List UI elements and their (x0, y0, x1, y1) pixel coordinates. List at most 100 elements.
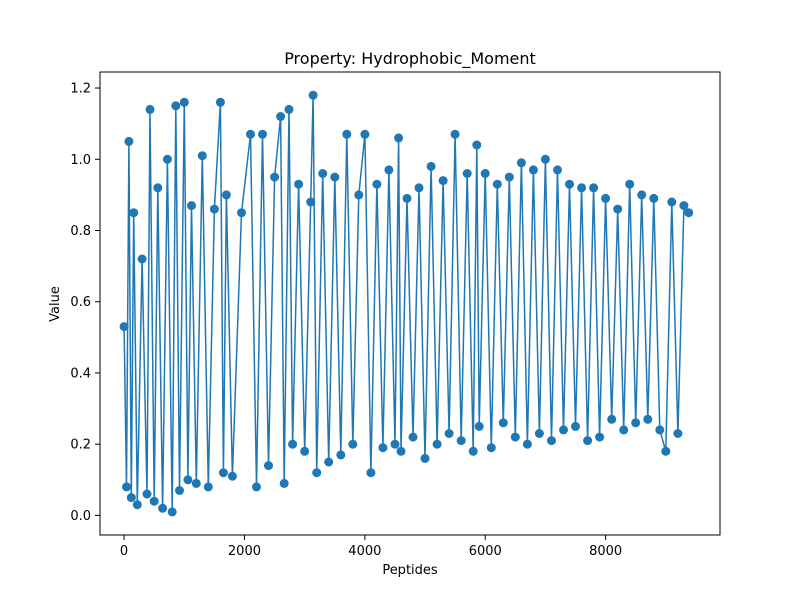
data-point (396, 446, 406, 456)
data-point (589, 183, 599, 193)
data-point (300, 446, 310, 456)
data-point (252, 482, 261, 492)
data-point (649, 193, 659, 203)
data-point (510, 432, 520, 442)
y-axis: 0.0 0.2 0.4 0.6 0.8 1.0 1.2 (70, 82, 100, 524)
data-point (142, 489, 152, 499)
data-point (132, 500, 142, 510)
data-point (284, 104, 294, 114)
data-point (553, 165, 562, 175)
data-point (498, 418, 508, 428)
data-point (197, 151, 207, 161)
data-point (384, 165, 394, 175)
data-point (462, 169, 472, 178)
data-point (348, 439, 358, 449)
data-point (655, 425, 665, 435)
data-point (203, 482, 213, 492)
data-point (372, 179, 382, 189)
data-point (450, 129, 460, 139)
data-point (378, 443, 388, 453)
data-point (270, 172, 280, 182)
x-tick-label: 8000 (589, 544, 622, 559)
data-point (661, 446, 671, 456)
data-point (153, 183, 163, 193)
data-point (318, 169, 328, 178)
data-point (559, 425, 568, 435)
data-point (122, 482, 131, 492)
data-point (667, 197, 677, 207)
plot-frame (99, 71, 721, 536)
data-point (613, 204, 623, 214)
data-point (126, 493, 136, 503)
data-point (342, 129, 352, 139)
y-tick-label: 0.0 (70, 509, 91, 524)
data-point (187, 201, 196, 211)
data-point (227, 471, 237, 481)
data-point (426, 161, 436, 171)
data-point (390, 439, 400, 449)
data-point (486, 443, 496, 453)
data-point (366, 468, 376, 478)
y-axis-label: Value (48, 286, 63, 322)
y-tick-label: 0.2 (70, 438, 91, 453)
data-point (432, 439, 442, 449)
data-point (209, 204, 219, 214)
data-point (330, 172, 340, 182)
data-point (516, 158, 526, 168)
x-tick-label: 0 (120, 544, 128, 559)
data-point (137, 254, 147, 264)
data-point (571, 421, 580, 431)
data-point (492, 179, 502, 189)
y-tick-label: 0.6 (70, 295, 91, 310)
data-point (221, 190, 231, 200)
series-line (123, 94, 690, 513)
data-point (684, 208, 694, 218)
data-point (607, 414, 617, 424)
data-point (167, 507, 177, 517)
data-point (472, 140, 482, 150)
data-point (394, 133, 404, 143)
data-point (444, 429, 454, 438)
data-point (308, 90, 318, 100)
x-axis-label: Peptides (382, 563, 438, 578)
data-point (468, 446, 478, 456)
y-tick-label: 1.2 (70, 82, 91, 97)
data-point (354, 190, 364, 200)
data-point (414, 183, 424, 193)
data-point (145, 104, 155, 114)
data-point (480, 169, 490, 178)
data-point (279, 478, 289, 488)
data-point (583, 436, 593, 446)
data-point (149, 496, 159, 506)
data-point (124, 136, 134, 146)
chart-title: Property: Hydrophobic_Moment (284, 49, 536, 69)
data-point (456, 436, 466, 446)
data-point (183, 475, 193, 485)
x-tick-label: 6000 (469, 544, 502, 559)
data-point (601, 193, 611, 203)
data-point (438, 176, 448, 186)
data-point (306, 197, 316, 207)
data-point (119, 322, 129, 332)
data-point (175, 486, 184, 495)
data-point (595, 432, 605, 442)
data-point (218, 468, 228, 478)
x-tick-label: 2000 (228, 544, 261, 559)
data-point (264, 461, 273, 471)
data-point (191, 478, 201, 488)
data-point (577, 183, 587, 193)
data-point (522, 439, 532, 449)
data-point (420, 453, 430, 463)
data-point (258, 129, 267, 139)
data-point (408, 432, 418, 442)
data-point (631, 418, 641, 428)
data-point (673, 429, 683, 438)
data-point (288, 439, 298, 449)
y-tick-label: 1.0 (70, 153, 91, 168)
data-point (276, 112, 286, 121)
data-point (162, 154, 172, 164)
y-tick-label: 0.4 (70, 366, 91, 381)
data-point (504, 172, 514, 182)
data-point (565, 179, 574, 189)
